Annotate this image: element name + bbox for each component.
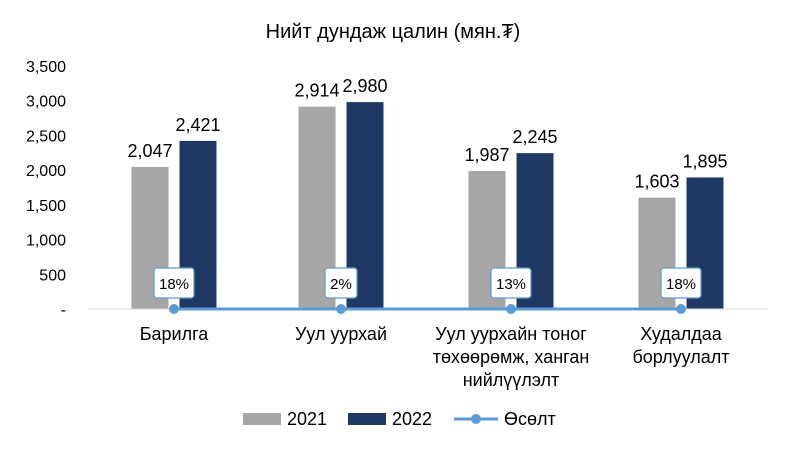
growth-label-box bbox=[660, 267, 702, 299]
x-tick-label: Худалдаа bbox=[640, 324, 723, 344]
legend: 2021 2022 Өсөлт bbox=[243, 409, 556, 429]
x-tick-label: Уул уурхай bbox=[295, 324, 387, 344]
growth-marker bbox=[336, 304, 346, 314]
y-tick-label: 3,500 bbox=[26, 59, 66, 76]
growth-label: 2% bbox=[330, 276, 352, 293]
bar-value-label: 2,245 bbox=[512, 127, 557, 147]
growth-label: 13% bbox=[496, 276, 526, 293]
growth-label-box bbox=[153, 267, 195, 299]
growth-label: 18% bbox=[666, 276, 696, 293]
x-tick-label: төхөөрөмж, ханган bbox=[433, 347, 590, 367]
bar-value-label: 1,603 bbox=[634, 172, 679, 192]
legend-label: 2021 bbox=[287, 409, 327, 429]
growth-label: 18% bbox=[159, 276, 189, 293]
bar-value-label: 2,914 bbox=[294, 81, 339, 101]
bar-value-label: 2,421 bbox=[175, 115, 220, 135]
chart-title: Нийт дундаж цалин (мян.₮) bbox=[266, 21, 521, 43]
y-tick-label: 3,000 bbox=[26, 94, 66, 111]
bar-value-label: 2,980 bbox=[342, 76, 387, 96]
x-tick-label: борлуулалт bbox=[632, 347, 729, 367]
x-tick-label: Барилга bbox=[140, 324, 210, 344]
y-axis: - 500 1,000 1,500 2,000 2,500 3,000 3,500 bbox=[26, 59, 66, 319]
y-tick-label: 1,000 bbox=[26, 233, 66, 250]
legend-label: 2022 bbox=[392, 409, 432, 429]
x-tick-label: Уул уурхайн тоног bbox=[435, 324, 587, 344]
bar-value-label: 1,987 bbox=[464, 145, 509, 165]
x-axis-labels: Барилга Уул уурхай Уул уурхайн тоног төхөөр… bbox=[140, 324, 730, 390]
bar-value-label: 1,895 bbox=[682, 151, 727, 171]
growth-label-box bbox=[490, 267, 532, 299]
y-tick-label: 2,500 bbox=[26, 128, 66, 145]
bar-value-label: 2,047 bbox=[127, 141, 172, 161]
growth-marker bbox=[169, 304, 179, 314]
growth-label-box bbox=[324, 267, 358, 299]
legend-marker bbox=[471, 414, 481, 424]
x-tick-label: нийлүүлэлт bbox=[463, 370, 560, 390]
y-tick-label: 2,000 bbox=[26, 163, 66, 180]
growth-series: 18% 2% 13% 18% bbox=[153, 267, 702, 314]
y-tick-label: 1,500 bbox=[26, 198, 66, 215]
growth-marker bbox=[676, 304, 686, 314]
growth-marker bbox=[506, 304, 516, 314]
y-tick-label: - bbox=[61, 302, 66, 319]
y-tick-label: 500 bbox=[39, 267, 66, 284]
legend-swatch bbox=[243, 413, 281, 425]
legend-swatch bbox=[348, 413, 386, 425]
legend-label: Өсөлт bbox=[504, 409, 556, 429]
